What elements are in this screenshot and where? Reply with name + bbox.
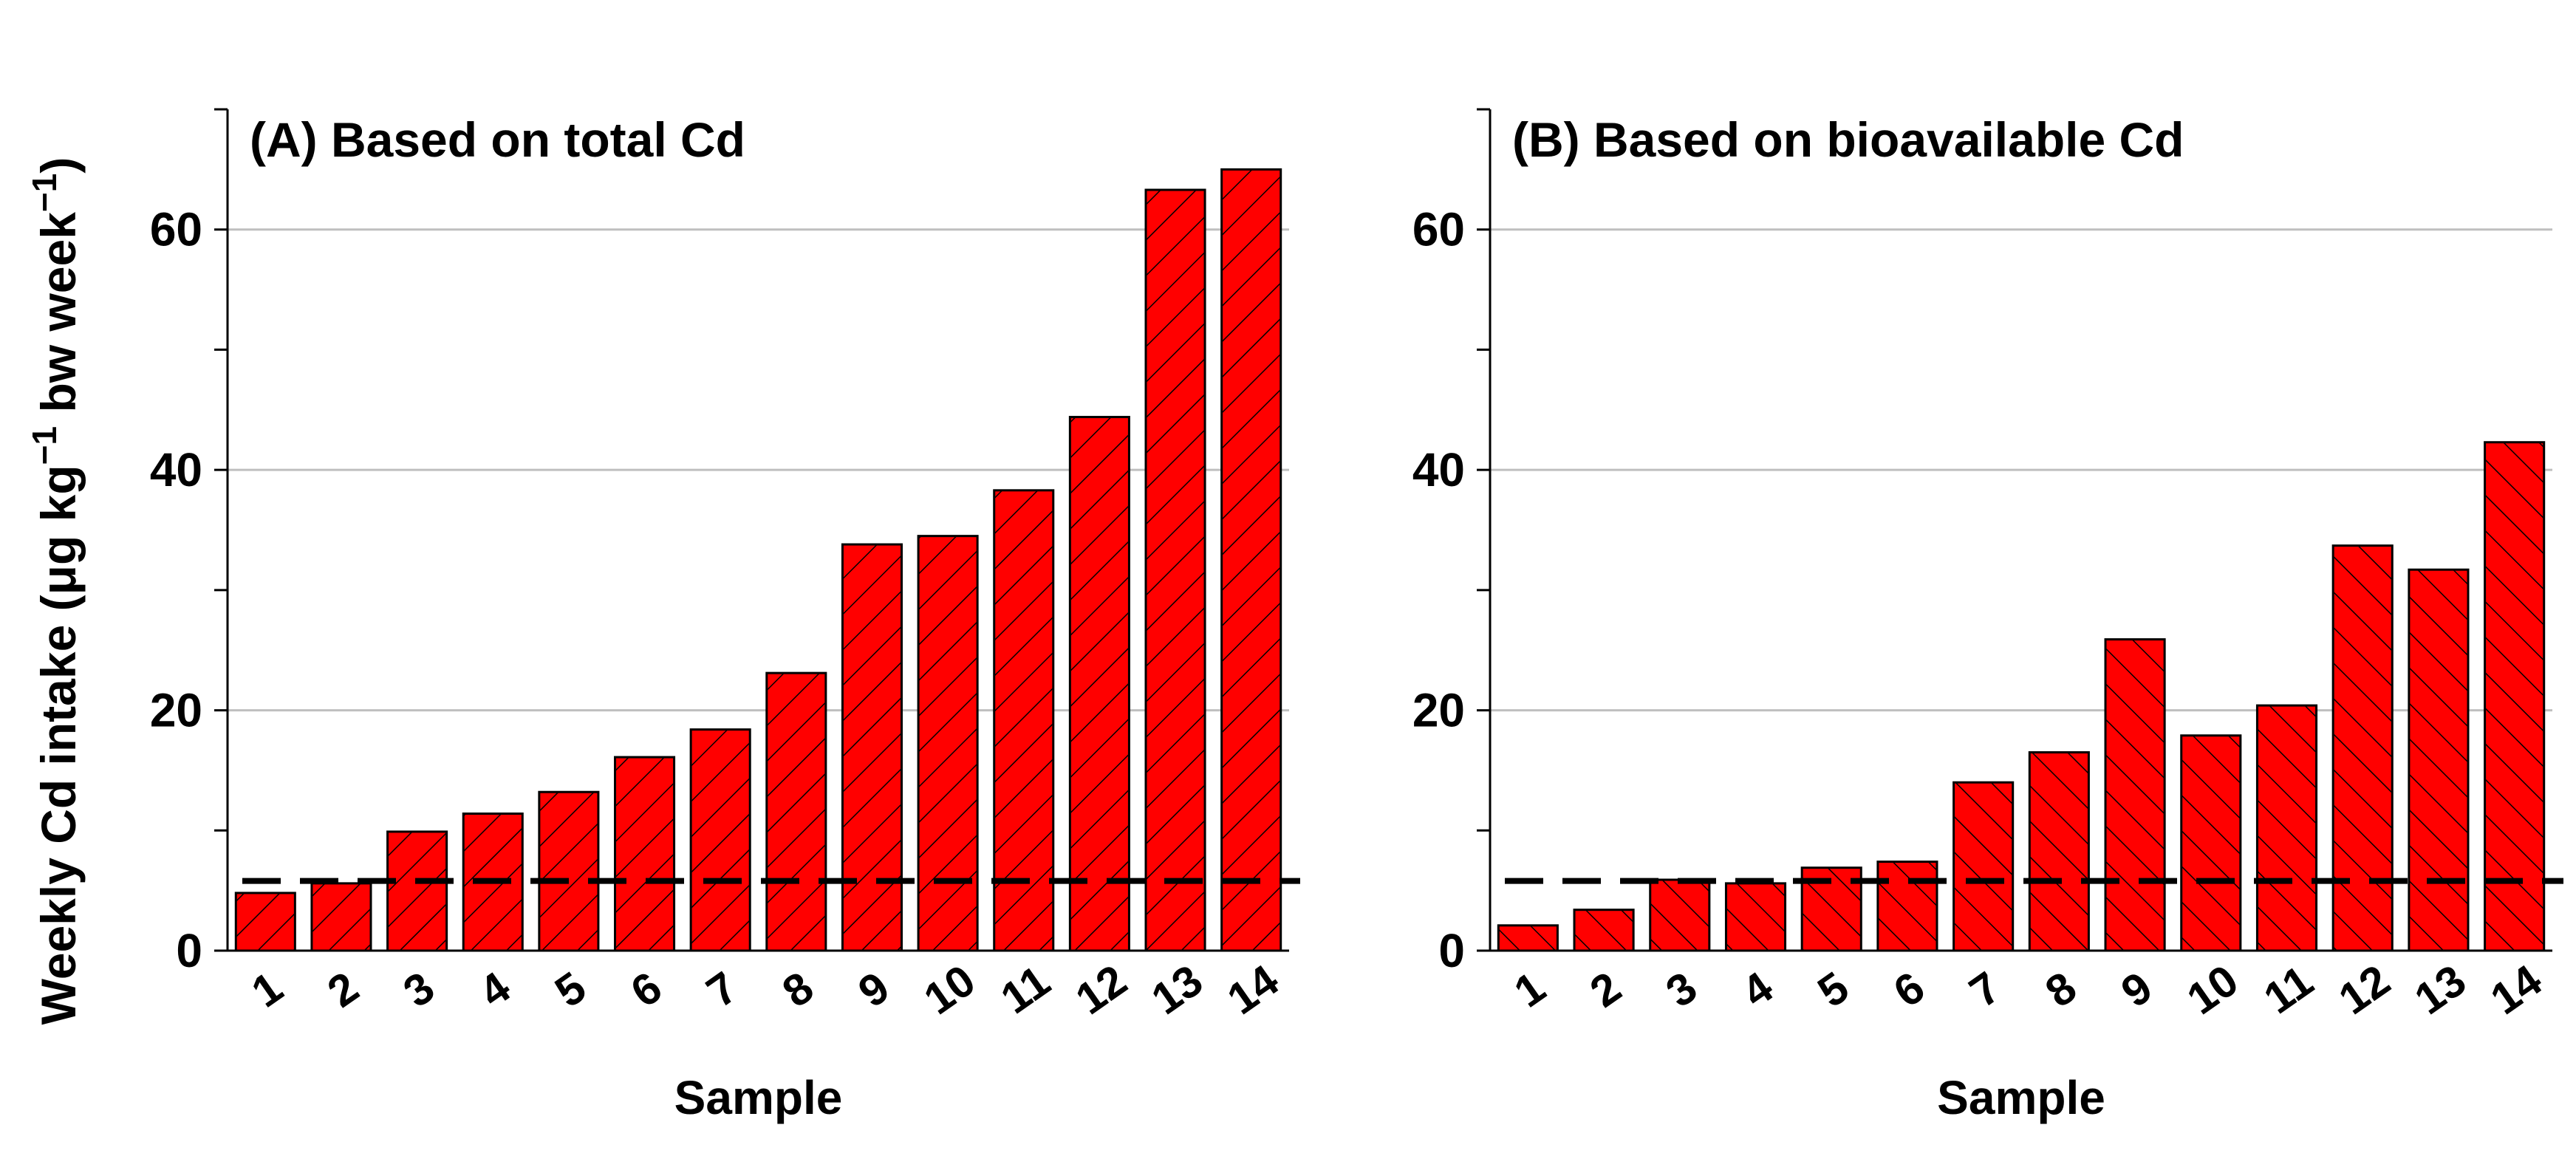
- x-tick-label: 10: [2179, 955, 2247, 1024]
- y-tick-label: 60: [150, 203, 202, 256]
- bar-sample-6: [1876, 861, 1938, 952]
- bar-sample-1: [1497, 924, 1559, 952]
- y-tick-label: 0: [1438, 924, 1465, 977]
- x-tick-label: 9: [2112, 962, 2161, 1017]
- bar-sample-2: [1573, 909, 1635, 952]
- bar-sample-11: [2255, 704, 2318, 952]
- y-tick-label: 40: [150, 443, 202, 496]
- bar-sample-14: [1220, 168, 1282, 952]
- bar-sample-8: [2028, 751, 2090, 952]
- x-tick-label: 12: [2330, 955, 2399, 1024]
- bar-sample-14: [2484, 441, 2546, 952]
- bar-sample-13: [2408, 568, 2470, 952]
- x-tick-label: 11: [992, 956, 1059, 1023]
- bar-sample-4: [1724, 882, 1787, 952]
- x-tick-label: 5: [546, 962, 595, 1017]
- bar-sample-3: [386, 830, 448, 952]
- y-tick-label: 40: [1412, 443, 1465, 496]
- x-tick-label: 13: [1143, 955, 1212, 1024]
- x-tick-label: 13: [2406, 955, 2475, 1024]
- x-tick-label: 7: [698, 962, 747, 1017]
- bar-sample-1: [234, 892, 296, 952]
- x-tick-label: 3: [1657, 962, 1706, 1017]
- bar-sample-13: [1144, 188, 1206, 952]
- x-tick-label: 14: [1218, 955, 1288, 1025]
- bar-sample-9: [841, 543, 903, 952]
- x-axis-title: Sample: [1937, 1071, 2105, 1124]
- y-tick-label: 20: [150, 684, 202, 737]
- x-tick-label: 8: [773, 962, 822, 1017]
- bar-sample-3: [1649, 878, 1711, 952]
- bar-sample-10: [2180, 734, 2242, 952]
- bar-sample-7: [689, 728, 751, 952]
- x-tick-label: 2: [318, 962, 367, 1017]
- x-tick-label: 6: [622, 962, 671, 1017]
- x-tick-label: 14: [2481, 955, 2551, 1025]
- y-axis-label: Weekly Cd intake (μg kg−1 bw week−1): [25, 157, 86, 1025]
- bar-sample-5: [1800, 866, 1862, 952]
- x-tick-label: 4: [471, 962, 519, 1016]
- bar-sample-6: [614, 756, 676, 952]
- x-tick-label: 8: [2037, 962, 2085, 1017]
- panel-title: (A) Based on total Cd: [250, 112, 745, 167]
- x-tick-label: 6: [1885, 962, 1933, 1017]
- x-tick-label: 2: [1581, 962, 1630, 1017]
- x-tick-label: 12: [1067, 955, 1135, 1024]
- panel-title: (B) Based on bioavailable Cd: [1512, 112, 2184, 167]
- bar-sample-5: [538, 790, 600, 952]
- bar-sample-10: [917, 535, 979, 952]
- bar-sample-2: [310, 882, 372, 952]
- x-tick-label: 10: [915, 955, 984, 1024]
- x-tick-label: 1: [243, 962, 292, 1017]
- y-tick-label: 20: [1412, 684, 1465, 737]
- x-tick-label: 11: [2255, 956, 2322, 1023]
- x-tick-label: 4: [1733, 962, 1782, 1016]
- y-tick-label: 60: [1412, 203, 1465, 256]
- x-tick-label: 3: [394, 962, 443, 1017]
- x-axis-title: Sample: [674, 1071, 843, 1124]
- x-tick-label: 7: [1961, 962, 2009, 1017]
- bar-sample-9: [2104, 638, 2166, 952]
- bar-sample-7: [1953, 781, 2015, 952]
- x-tick-label: 5: [1809, 962, 1858, 1017]
- x-tick-label: 9: [850, 962, 898, 1017]
- y-tick-label: 0: [176, 924, 202, 977]
- bar-sample-12: [1068, 416, 1130, 952]
- bar-sample-11: [993, 489, 1055, 952]
- x-tick-label: 1: [1506, 962, 1554, 1017]
- bar-sample-8: [765, 671, 827, 952]
- bar-sample-12: [2331, 544, 2394, 952]
